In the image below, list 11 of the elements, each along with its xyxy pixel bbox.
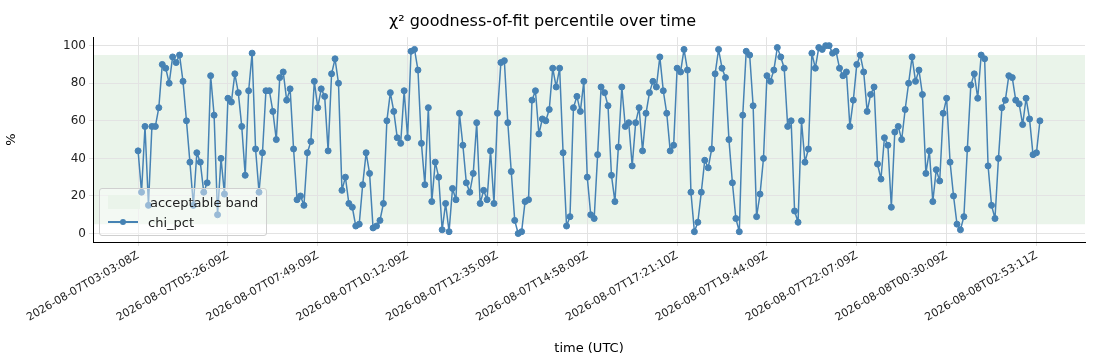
x-axis-title: time (UTC) bbox=[554, 339, 624, 355]
y-tick-label: 80 bbox=[70, 75, 86, 90]
chart-title: χ² goodness-of-fit percentile over time bbox=[388, 10, 697, 30]
y-axis-title: % bbox=[3, 133, 19, 146]
legend-label: chi_pct bbox=[148, 214, 194, 230]
y-tick-label: 0 bbox=[78, 225, 86, 240]
y-tick-label: 20 bbox=[70, 188, 86, 203]
y-tick-label: 60 bbox=[70, 112, 86, 127]
y-tick-label: 40 bbox=[70, 150, 86, 165]
band-label: acceptable band bbox=[150, 194, 259, 210]
y-tick-label: 100 bbox=[63, 37, 86, 52]
